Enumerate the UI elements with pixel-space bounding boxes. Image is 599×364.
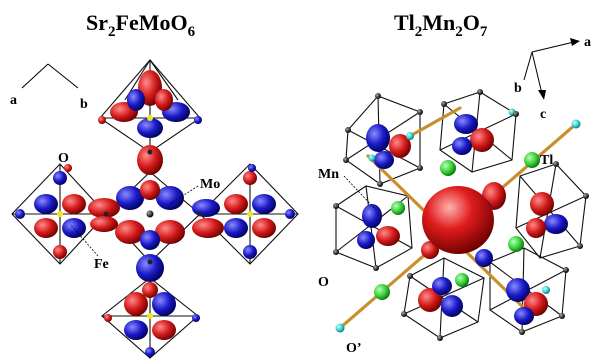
label-mo: Mo bbox=[200, 177, 220, 192]
label-o-prime: O’ bbox=[346, 341, 362, 356]
left-title: Sr2FeMoO6 bbox=[86, 10, 196, 40]
label-mn: Mn bbox=[318, 167, 339, 182]
label-tl: Tl bbox=[540, 153, 553, 168]
axis-a-label: a bbox=[10, 93, 17, 108]
right-axis-indicator: a b c bbox=[514, 35, 591, 122]
right-o-prime-atoms bbox=[335, 108, 581, 333]
left-orbital-lobes bbox=[15, 70, 295, 357]
left-atoms bbox=[57, 115, 253, 319]
axis-b-label: b bbox=[80, 97, 88, 112]
right-axis-b-label: b bbox=[514, 81, 522, 96]
central-large-sphere bbox=[422, 186, 494, 254]
right-title: Tl2Mn2O7 bbox=[394, 10, 488, 40]
label-o-left: O bbox=[58, 151, 69, 166]
right-panel: Tl2Mn2O7 a b c bbox=[318, 10, 591, 356]
left-panel: Sr2FeMoO6 a b bbox=[10, 10, 299, 359]
right-tl-atoms bbox=[374, 152, 540, 300]
label-o-right: O bbox=[318, 275, 329, 290]
label-fe: Fe bbox=[94, 257, 109, 272]
right-vertex-atoms bbox=[333, 89, 589, 341]
axis-a-line bbox=[21, 63, 49, 89]
right-axis-a-label: a bbox=[584, 35, 591, 50]
right-axis-c-label: c bbox=[540, 107, 546, 122]
left-axis-indicator: a b bbox=[10, 63, 88, 112]
axis-b-line bbox=[47, 63, 79, 89]
